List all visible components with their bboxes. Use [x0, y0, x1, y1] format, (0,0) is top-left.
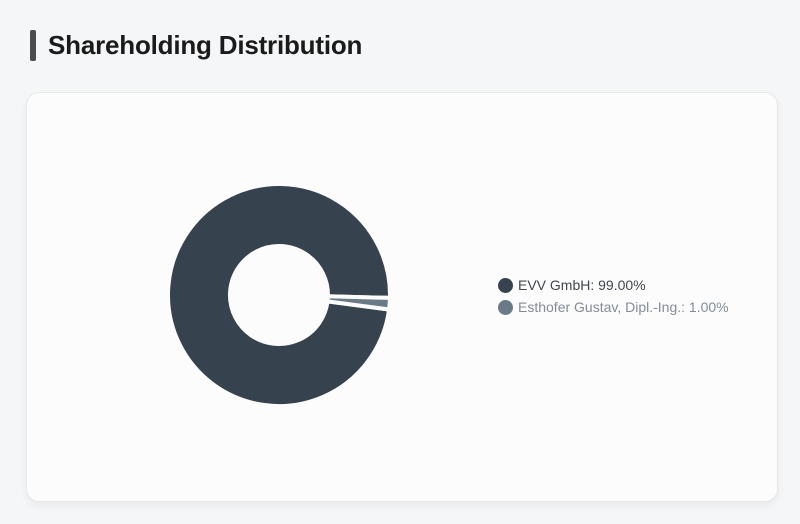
legend-item-esthofer-gustav[interactable]: Esthofer Gustav, Dipl.-Ing.: 1.00% [498, 299, 729, 316]
page-title: Shareholding Distribution [48, 30, 363, 60]
chart-legend: EVV GmbH: 99.00% Esthofer Gustav, Dipl.-… [498, 277, 729, 316]
legend-marker-icon [498, 300, 513, 315]
chart-card: EVV GmbH: 99.00% Esthofer Gustav, Dipl.-… [26, 92, 778, 502]
donut-slice-esthofer-gustav[interactable] [325, 294, 391, 312]
donut-slice-evv-gmbh[interactable] [167, 183, 391, 407]
donut-chart [167, 183, 391, 407]
page-header: Shareholding Distribution [30, 30, 800, 61]
legend-item-label: EVV GmbH: 99.00% [518, 277, 646, 293]
page: { "page": { "title": "Shareholding Distr… [0, 30, 800, 524]
legend-marker-icon [498, 278, 513, 293]
donut-chart-canvas [167, 183, 391, 407]
legend-item-evv-gmbh[interactable]: EVV GmbH: 99.00% [498, 277, 729, 294]
title-accent-bar [30, 30, 36, 61]
legend-item-label: Esthofer Gustav, Dipl.-Ing.: 1.00% [518, 299, 729, 315]
